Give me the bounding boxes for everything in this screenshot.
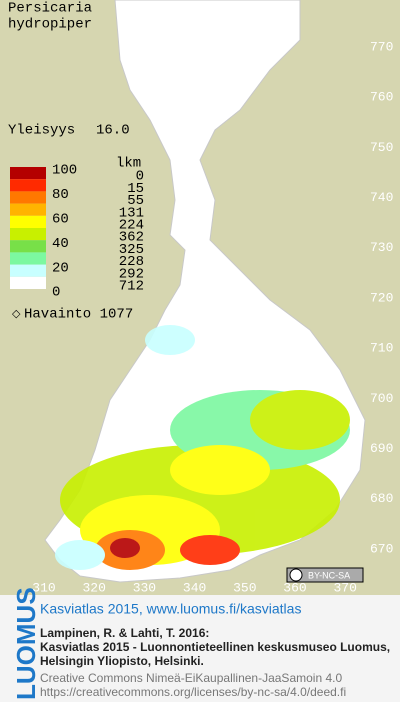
legend-swatch <box>10 252 46 265</box>
license-badge-text: BY-NC-SA <box>308 570 350 580</box>
legend-count: 15 <box>127 181 144 197</box>
grid-x-label: 330 <box>133 580 156 595</box>
legend-swatch <box>10 276 46 289</box>
legend-swatch <box>10 179 46 192</box>
footer-background <box>0 595 400 702</box>
grid-y-label: 760 <box>370 90 393 105</box>
legend-count: 55 <box>127 193 144 209</box>
legend-count: 362 <box>119 230 144 246</box>
citation: Lampinen, R. & Lahti, T. 2016: <box>40 626 209 640</box>
count-header: lkm <box>116 156 141 172</box>
frequency-label: Yleisyys <box>8 123 75 139</box>
grid-y-label: 740 <box>370 190 393 205</box>
legend-count: 131 <box>119 205 144 221</box>
observation-label: Havainto 1077 <box>24 307 133 323</box>
legend-count: 325 <box>119 242 144 258</box>
grid-y-label: 770 <box>370 39 393 54</box>
grid-y-label: 750 <box>370 140 393 155</box>
grid-x-label: 360 <box>283 580 306 595</box>
brand: LUOMUS <box>11 587 41 700</box>
legend-swatch <box>10 167 46 180</box>
grid-y-label: 670 <box>370 541 393 556</box>
grid-x-label: 370 <box>333 580 356 595</box>
grid-y-label: 700 <box>370 391 393 406</box>
citation: Kasviatlas 2015 - Luonnontieteellinen ke… <box>40 640 390 654</box>
grid-y-label: 730 <box>370 240 393 255</box>
legend-count: 292 <box>119 266 144 282</box>
occurrence-patches <box>55 325 350 570</box>
legend-scale-label: 20 <box>52 260 69 276</box>
species-name: Persicaria <box>8 1 92 17</box>
observation-symbol: ◇ <box>12 308 21 320</box>
legend-swatch <box>10 191 46 204</box>
legend-swatch <box>10 215 46 228</box>
legend-scale-label: 60 <box>52 212 69 228</box>
legend-scale-label: 100 <box>52 163 77 179</box>
legend-swatch <box>10 240 46 253</box>
legend-count: 224 <box>119 218 144 234</box>
grid-x-label: 340 <box>183 580 206 595</box>
grid-x-label: 350 <box>233 580 256 595</box>
legend-swatch <box>10 228 46 241</box>
legend-scale-label: 80 <box>52 187 69 203</box>
license-text: https://creativecommons.org/licenses/by-… <box>40 685 346 699</box>
frequency-value: 16.0 <box>96 123 130 139</box>
grid-y-label: 690 <box>370 441 393 456</box>
legend-swatch <box>10 264 46 277</box>
legend-swatch <box>10 203 46 216</box>
license-badge: BY-NC-SA <box>286 567 364 583</box>
license-text: Creative Commons Nimeä-EiKaupallinen-Jaa… <box>40 671 342 685</box>
legend-count: 228 <box>119 254 144 270</box>
legend-scale-label: 40 <box>52 236 69 252</box>
grid-y-label: 680 <box>370 491 393 506</box>
grid-x-label: 320 <box>82 580 105 595</box>
citation: Helsingin Yliopisto, Helsinki. <box>40 654 204 668</box>
species-name: hydropiper <box>8 17 92 33</box>
legend-count: 712 <box>119 279 144 295</box>
link: Kasviatlas 2015, www.luomus.fi/kasviatla… <box>40 601 301 617</box>
legend-scale-label: 0 <box>52 285 60 301</box>
grid-x-label: 310 <box>32 580 55 595</box>
legend-count: 0 <box>136 169 144 185</box>
grid-y-label: 710 <box>370 341 393 356</box>
grid-y-label: 720 <box>370 290 393 305</box>
